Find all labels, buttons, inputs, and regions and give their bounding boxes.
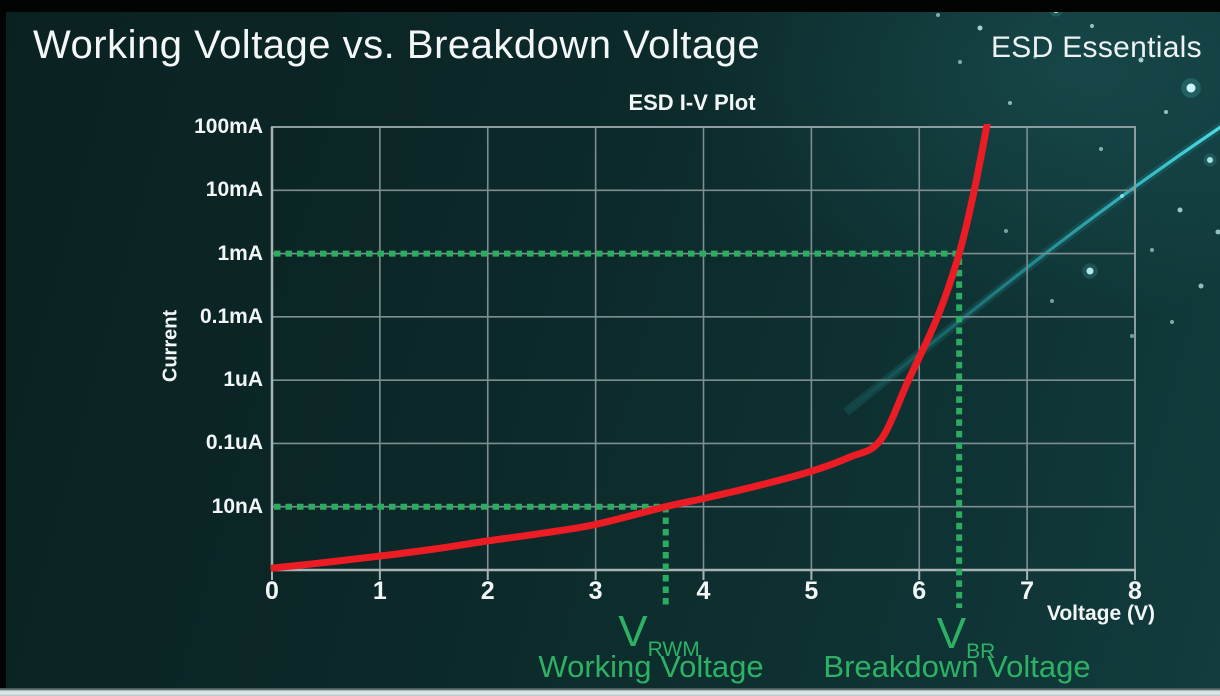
slide-title: Working Voltage vs. Breakdown Voltage [33, 23, 761, 67]
vbr-label: VBR [936, 609, 996, 663]
vbr-subscript: BR [966, 640, 996, 663]
y-tick-label: 100mA [194, 115, 263, 138]
brand-text: ESD Essentials [991, 31, 1202, 64]
y-tick-label: 10nA [211, 494, 263, 518]
x-tick-label: 0 [265, 577, 279, 605]
top-black-bar [0, 0, 1220, 12]
plot-grid [270, 126, 1136, 580]
sparkle-dots [936, 3, 1220, 338]
x-tick-label: 5 [804, 577, 819, 605]
working-voltage-caption: Working Voltage [538, 649, 764, 684]
left-black-bar [0, 0, 6, 690]
y-axis-title: Current [159, 309, 182, 383]
chart-title: ESD I-V Plot [628, 90, 756, 115]
vbr-symbol-v: V [936, 609, 967, 658]
x-tick-label: 7 [1020, 577, 1035, 605]
y-tick-label: 10mA [205, 178, 263, 202]
x-tick-label: 2 [480, 577, 495, 605]
y-tick-label: 0.1uA [205, 431, 263, 455]
x-axis-title: Voltage (V) [1046, 602, 1155, 625]
vrwm-symbol-v: V [618, 607, 648, 656]
x-tick-label: 6 [912, 577, 927, 605]
x-tick-label: 1 [372, 577, 387, 605]
vrwm-subscript: RWM [647, 638, 700, 661]
iv-curve [271, 124, 991, 572]
x-tick-label: 3 [588, 577, 603, 605]
y-tick-label: 1mA [217, 241, 263, 265]
x-tick-label: 8 [1128, 577, 1142, 605]
bottom-light-bar [0, 688, 1220, 696]
x-tick-label: 4 [696, 577, 711, 605]
y-tick-label: 1uA [223, 368, 263, 392]
background-swoosh [843, 121, 1220, 416]
vrwm-label: VRWM [618, 607, 699, 661]
breakdown-voltage-caption: Breakdown Voltage [823, 649, 1091, 684]
y-tick-label: 0.1mA [199, 304, 263, 328]
